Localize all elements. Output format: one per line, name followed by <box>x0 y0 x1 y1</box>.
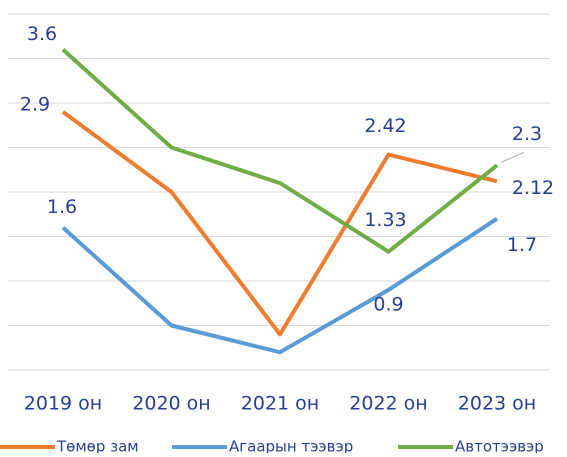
legend-label: Автотээвэр <box>455 438 544 454</box>
series-line <box>61 217 499 355</box>
x-tick-label: 2023 он <box>458 393 536 415</box>
series-line <box>61 48 499 254</box>
x-tick-label: 2022 он <box>349 393 427 415</box>
x-tick-label: 2021 он <box>241 393 319 415</box>
data-label: 2.42 <box>364 115 406 137</box>
leader-line <box>500 151 525 163</box>
legend-label: Агаарын тээвэр <box>229 438 353 454</box>
data-label: 0.9 <box>373 293 403 315</box>
data-label: 1.33 <box>364 209 406 231</box>
data-label: 1.6 <box>47 196 77 218</box>
data-label: 2.9 <box>20 93 50 115</box>
data-label: 1.7 <box>507 234 537 256</box>
data-label: 2.12 <box>512 177 554 199</box>
data-label: 3.6 <box>27 23 57 45</box>
legend-label: Төмөр зам <box>56 438 139 454</box>
series-line <box>61 110 498 337</box>
x-tick-label: 2019 он <box>24 393 102 415</box>
data-label: 2.3 <box>512 123 542 145</box>
x-tick-label: 2020 он <box>132 393 210 415</box>
